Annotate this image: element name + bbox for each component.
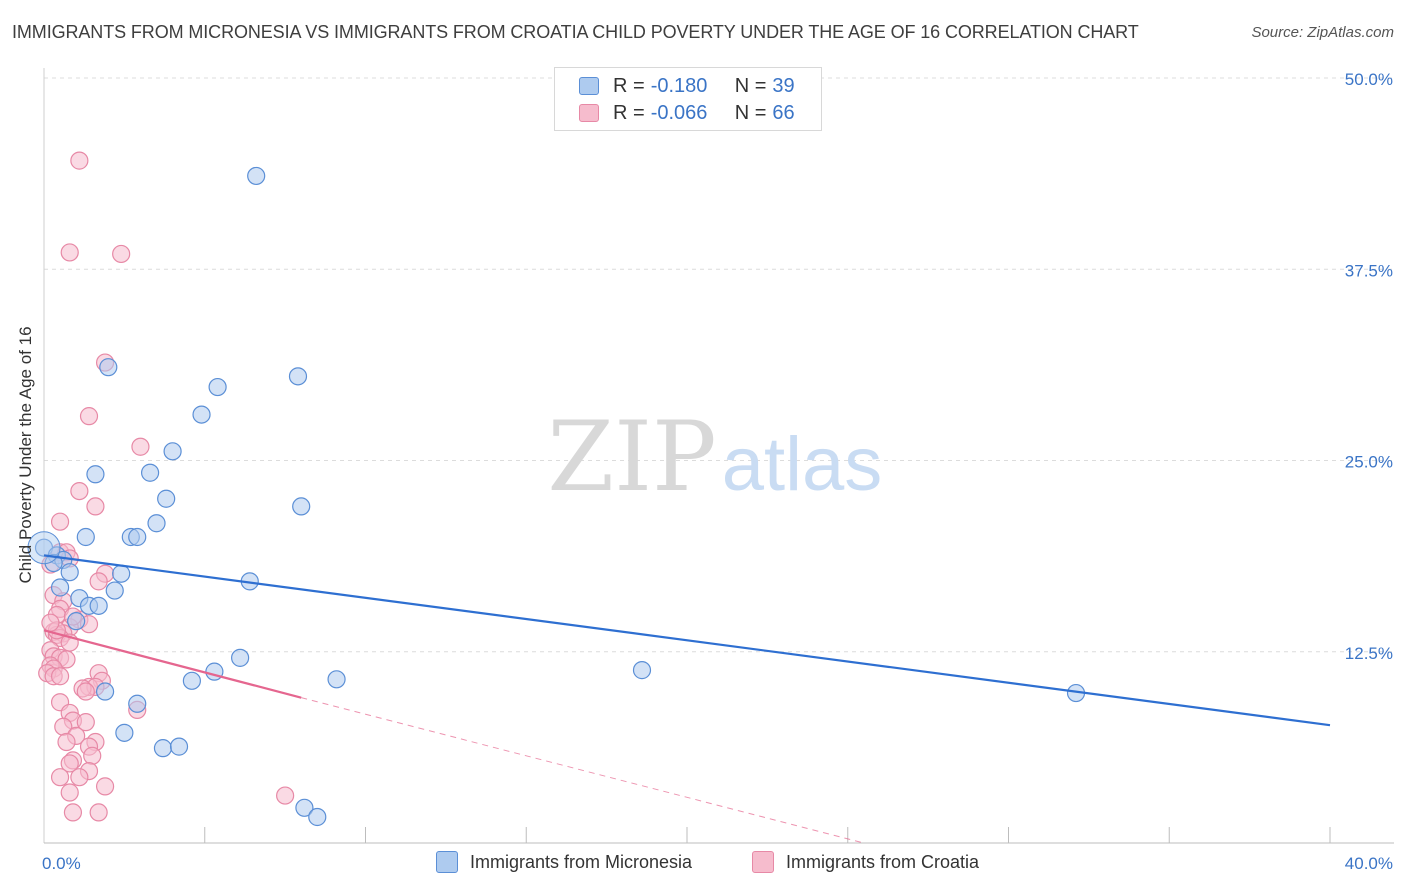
micronesia-point (128, 527, 147, 547)
watermark: ZIP atlas (547, 401, 882, 513)
croatia-point (41, 613, 60, 632)
micronesia-point (76, 527, 95, 547)
legend-row-croatia: R = -0.066 N = 66 (579, 101, 795, 125)
micronesia-point (153, 739, 173, 758)
micronesia-point (192, 405, 211, 424)
croatia-swatch (579, 104, 599, 122)
croatia-point (83, 746, 102, 765)
legend-n-label: N = (734, 101, 767, 124)
croatia-point (60, 754, 79, 773)
micronesia-point (169, 737, 189, 756)
croatia-point (70, 151, 89, 170)
y-tick-label: 50.0% (1345, 70, 1393, 89)
legend-n-label: N = (734, 74, 767, 97)
micronesia-point (99, 358, 118, 377)
grid-layer (44, 77, 1394, 653)
croatia-legend-swatch (752, 851, 774, 873)
legend-row-micronesia: R = -0.180 N = 39 (579, 74, 795, 98)
micronesia-point (140, 463, 160, 482)
watermark-atlas: atlas (722, 422, 883, 507)
x-tick-label-max: 40.0% (1345, 854, 1393, 873)
source-label: Source: ZipAtlas.com (1251, 24, 1394, 41)
micronesia-point (67, 612, 86, 631)
micronesia-point (89, 596, 108, 615)
croatia-point (131, 437, 150, 456)
micronesia-point (231, 648, 250, 667)
croatia-point (50, 667, 70, 686)
croatia-legend-label: Immigrants from Croatia (786, 851, 980, 872)
micronesia-point (247, 166, 266, 186)
croatia-point (86, 497, 105, 516)
y-axis-label: Child Poverty Under the Age of 16 (16, 326, 35, 584)
micronesia-point (208, 377, 227, 397)
croatia-point (50, 512, 70, 531)
micronesia-point (95, 682, 115, 701)
correlation-legend: R = -0.180 N = 39 R = -0.066 N = 66 (554, 67, 822, 131)
micronesia-point (632, 661, 652, 680)
croatia-point (60, 243, 79, 262)
micronesia-point (105, 581, 124, 600)
micronesia-point (308, 807, 327, 827)
micronesia-point (60, 563, 79, 582)
micronesia-point (292, 497, 311, 516)
micronesia-point (295, 798, 314, 817)
croatia-point (76, 682, 95, 701)
croatia-point (276, 786, 295, 805)
micronesia-n-value: 39 (772, 74, 795, 97)
micronesia-legend-label: Immigrants from Micronesia (470, 851, 693, 872)
y-tick-label: 37.5% (1345, 261, 1393, 280)
croatia-point (70, 768, 89, 787)
micronesia-point (128, 694, 147, 713)
croatia-point (76, 713, 95, 732)
micronesia-trend-line (43, 554, 1331, 727)
micronesia-point (327, 670, 346, 689)
micronesia-point (86, 465, 105, 484)
axis-layer (43, 68, 1394, 844)
legend-r-label: R = (613, 101, 645, 124)
croatia-point (57, 650, 76, 669)
croatia-point (79, 407, 99, 426)
micronesia-point (44, 553, 63, 573)
croatia-point (60, 783, 79, 802)
croatia-points (38, 151, 295, 822)
micronesia-point (112, 564, 131, 583)
micronesia-legend-swatch (436, 851, 458, 873)
micronesia-point (115, 723, 134, 742)
chart-title: IMMIGRANTS FROM MICRONESIA VS IMMIGRANTS… (12, 22, 1139, 42)
tick-labels: 12.5% 25.0% 37.5% 50.0% 0.0% 40.0% (42, 70, 1393, 873)
y-tick-label: 12.5% (1345, 644, 1393, 663)
croatia-point (112, 244, 131, 264)
croatia-point (89, 572, 108, 591)
micronesia-point (147, 514, 166, 533)
croatia-point (57, 732, 76, 752)
croatia-n-value: 66 (772, 101, 795, 124)
trend-lines (43, 554, 1331, 844)
micronesia-point (163, 442, 182, 461)
croatia-r-value: -0.066 (650, 101, 708, 124)
croatia-point (50, 768, 70, 787)
croatia-point (63, 803, 83, 822)
croatia-point (70, 482, 89, 501)
y-tick-label: 25.0% (1345, 453, 1393, 472)
micronesia-point (157, 489, 176, 508)
micronesia-swatch (579, 77, 599, 95)
legend-r-label: R = (613, 74, 645, 97)
croatia-trend-line (43, 629, 302, 699)
croatia-point (89, 803, 108, 822)
micronesia-point (288, 367, 308, 386)
croatia-trend-extension (301, 697, 864, 844)
x-tick-label-min: 0.0% (42, 854, 81, 873)
micronesia-points (27, 166, 1086, 827)
micronesia-r-value: -0.180 (650, 74, 708, 97)
croatia-point (95, 777, 115, 796)
micronesia-point (182, 671, 201, 690)
watermark-zip: ZIP (547, 401, 716, 513)
legend-item-croatia: Immigrants from Croatia (752, 851, 979, 873)
micronesia-point (50, 578, 70, 597)
legend-item-micronesia: Immigrants from Micronesia (436, 851, 692, 873)
